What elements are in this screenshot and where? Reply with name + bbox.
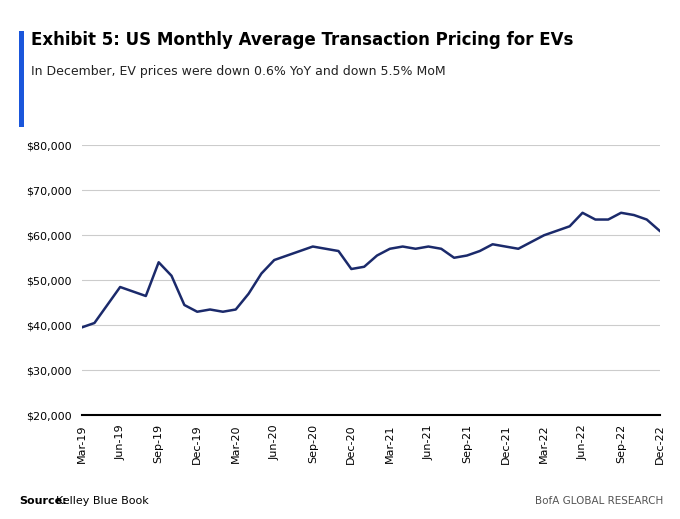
- Text: Source:: Source:: [19, 496, 67, 506]
- Text: BofA GLOBAL RESEARCH: BofA GLOBAL RESEARCH: [534, 496, 663, 506]
- Text: Exhibit 5: US Monthly Average Transaction Pricing for EVs: Exhibit 5: US Monthly Average Transactio…: [31, 31, 573, 49]
- Text: Kelley Blue Book: Kelley Blue Book: [56, 496, 149, 506]
- Text: In December, EV prices were down 0.6% YoY and down 5.5% MoM: In December, EV prices were down 0.6% Yo…: [31, 65, 445, 78]
